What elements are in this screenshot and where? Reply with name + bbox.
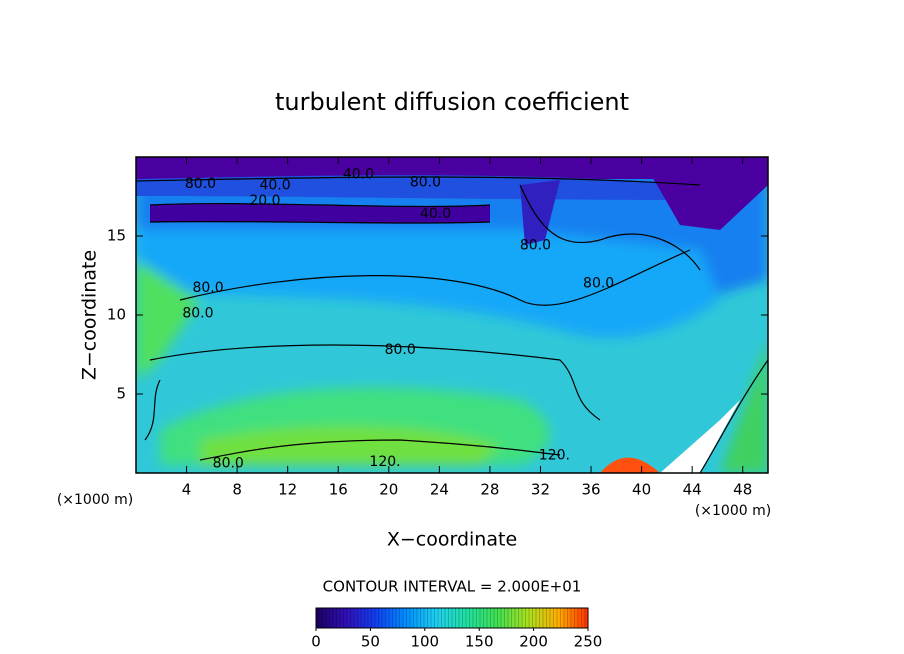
x-tick-label: 36 (581, 481, 600, 499)
y-unit: (×1000 m) (57, 492, 133, 508)
x-tick-label: 24 (430, 481, 449, 499)
x-tick-label: 32 (531, 481, 550, 499)
contour-label: 20.0 (249, 193, 280, 209)
colorbar-tick-label: 200 (519, 633, 548, 651)
x-tick-label: 4 (182, 481, 192, 499)
y-tick-label: 15 (107, 227, 126, 245)
x-tick-label: 8 (232, 481, 242, 499)
colorbar-tick-label: 100 (410, 633, 439, 651)
contour-label: 80.0 (520, 237, 551, 253)
contour-label: 80.0 (213, 456, 244, 472)
colorbar-tick-label: 0 (311, 633, 321, 651)
x-tick-label: 12 (278, 481, 297, 499)
contour-label: 80.0 (192, 280, 223, 296)
contour-label: 40.0 (259, 177, 290, 193)
contour-label: 80.0 (583, 275, 614, 291)
x-axis-label: X−coordinate (387, 529, 517, 551)
contour-label: 80.0 (410, 174, 441, 190)
contour-label: 40.0 (420, 206, 451, 222)
contour-label: 120. (369, 454, 400, 470)
x-tick-label: 20 (379, 481, 398, 499)
contour-label: 120. (539, 448, 570, 464)
contour-label: 80.0 (385, 342, 416, 358)
x-tick-label: 16 (329, 481, 348, 499)
y-tick-label: 5 (116, 385, 126, 403)
x-tick-label: 48 (733, 481, 752, 499)
colorbar-tick-label: 150 (465, 633, 494, 651)
colorbar (315, 607, 589, 629)
x-tick-label: 28 (480, 481, 499, 499)
x-unit: (×1000 m) (695, 503, 771, 519)
y-axis-label: Z−coordinate (79, 250, 101, 380)
x-tick-label: 44 (683, 481, 702, 499)
contour-interval: CONTOUR INTERVAL = 2.000E+01 (323, 578, 582, 596)
colorbar-tick-label: 250 (574, 633, 603, 651)
contour-label: 80.0 (182, 305, 213, 321)
colorbar-tick-label: 50 (361, 633, 380, 651)
field (136, 157, 768, 473)
contour-label: 80.0 (185, 176, 216, 192)
chart-title: turbulent diffusion coefficient (275, 88, 629, 116)
x-tick-label: 40 (632, 481, 651, 499)
y-tick-label: 10 (107, 306, 126, 324)
contour-label: 40.0 (343, 166, 374, 182)
